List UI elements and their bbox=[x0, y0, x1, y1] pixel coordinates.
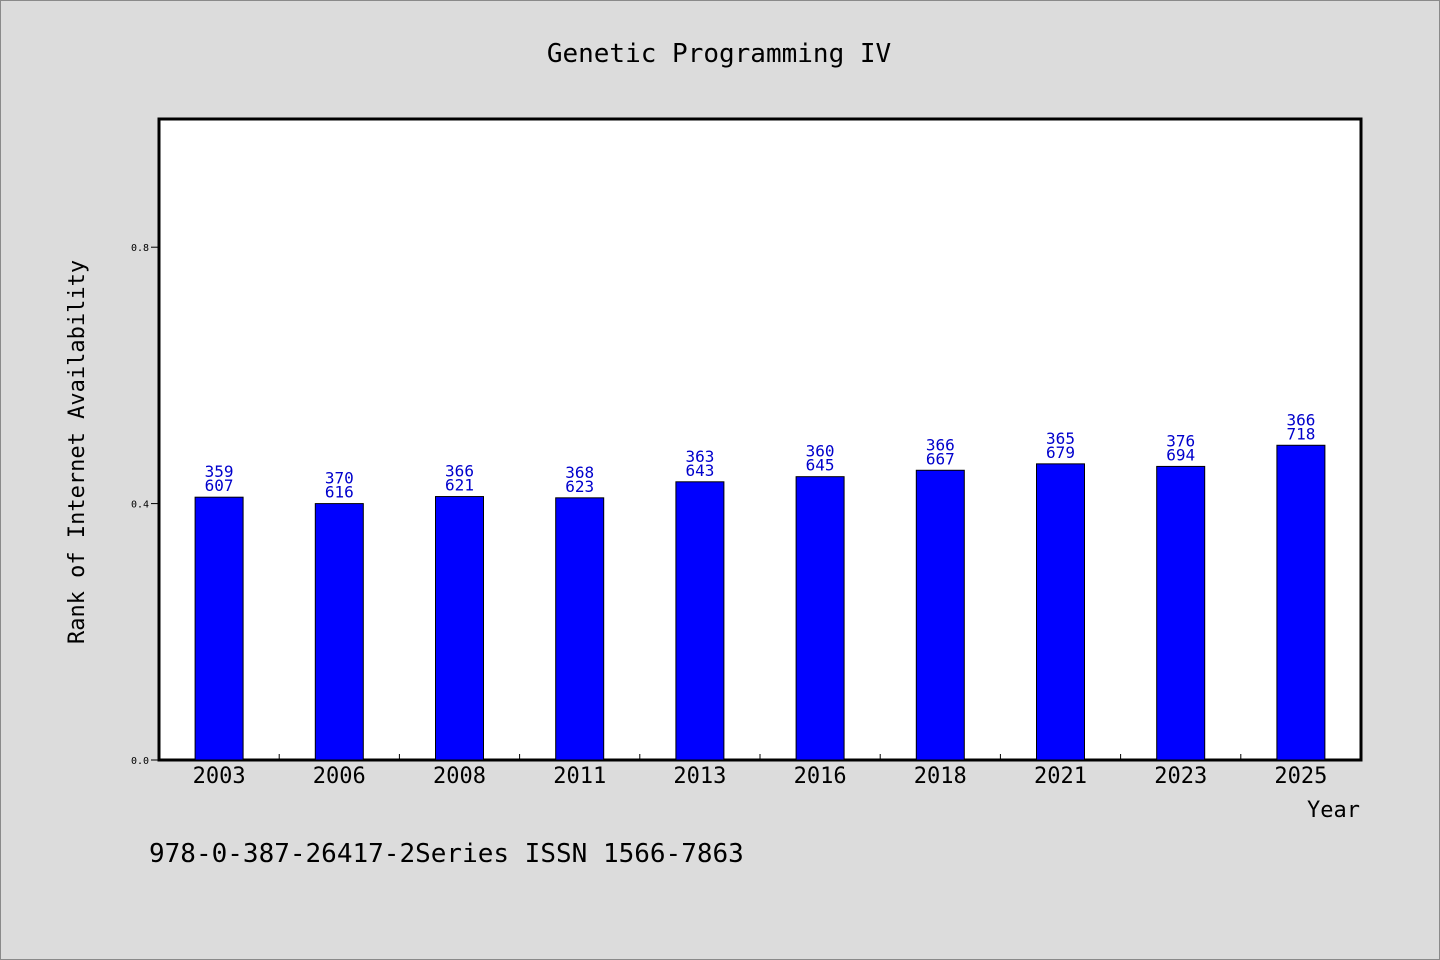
bar-2008 bbox=[435, 496, 484, 761]
data-label-top-2018: 366 bbox=[926, 435, 955, 454]
data-label-bottom-2006: 616 bbox=[325, 483, 354, 502]
x-tick-label-2018: 2018 bbox=[914, 764, 967, 789]
data-label-top-2021: 365 bbox=[1046, 429, 1075, 448]
y-tick-label-2: 0.8 bbox=[131, 243, 149, 254]
x-axis: 2003 2006 2008 2011 2013 2016 2018 2021 2023 2025 bbox=[193, 754, 1327, 789]
bar-2003 bbox=[194, 496, 244, 761]
y-tick-label-1: 0.4 bbox=[131, 500, 149, 511]
x-tick-label-2008: 2008 bbox=[433, 764, 486, 789]
data-label-bottom-2003: 607 bbox=[205, 476, 234, 495]
data-label-bottom-2011: 623 bbox=[565, 477, 594, 496]
data-label-top-2011: 368 bbox=[565, 463, 594, 482]
data-label-top-2003: 359 bbox=[205, 462, 234, 481]
bar-2013 bbox=[675, 481, 725, 761]
y-axis: 0.0 0.4 0.8 bbox=[131, 243, 159, 767]
x-tick-label-2013: 2013 bbox=[673, 764, 726, 789]
x-tick-label-2023: 2023 bbox=[1154, 764, 1207, 789]
bars-layer bbox=[194, 444, 1326, 761]
bar-2006 bbox=[314, 503, 364, 761]
data-label-top-2016: 360 bbox=[806, 442, 835, 461]
chart-title: Genetic Programming IV bbox=[547, 39, 891, 69]
x-tick-label-2025: 2025 bbox=[1274, 764, 1327, 789]
data-label-bottom-2021: 679 bbox=[1046, 443, 1075, 462]
y-axis-label: Rank of Internet Availability bbox=[65, 260, 90, 644]
x-tick-label-2006: 2006 bbox=[313, 764, 366, 789]
bar-2018 bbox=[915, 469, 965, 761]
data-label-bottom-2013: 643 bbox=[685, 461, 714, 480]
data-label-top-2023: 376 bbox=[1166, 431, 1195, 450]
x-tick-label-2011: 2011 bbox=[553, 764, 606, 789]
y-tick-label-0: 0.0 bbox=[131, 756, 149, 767]
footer-isbn-issn: 978-0-387-26417-2Series ISSN 1566-7863 bbox=[149, 839, 744, 869]
bar-2016 bbox=[795, 476, 845, 761]
x-tick-label-2021: 2021 bbox=[1034, 764, 1087, 789]
x-axis-label: Year bbox=[1307, 798, 1360, 823]
data-label-top-2025: 366 bbox=[1286, 410, 1315, 429]
data-label-bottom-2016: 645 bbox=[806, 456, 835, 475]
bar-2025 bbox=[1276, 444, 1326, 761]
bar-2023 bbox=[1156, 465, 1206, 761]
data-label-bottom-2008: 621 bbox=[445, 476, 474, 495]
x-tick-label-2003: 2003 bbox=[193, 764, 246, 789]
data-label-bottom-2025: 718 bbox=[1286, 424, 1315, 443]
bar-2021 bbox=[1036, 463, 1085, 761]
data-label-top-2006: 370 bbox=[325, 469, 354, 488]
data-label-top-2008: 366 bbox=[445, 462, 474, 481]
bar-2011 bbox=[555, 497, 605, 761]
data-label-bottom-2018: 667 bbox=[926, 449, 955, 468]
data-label-bottom-2023: 694 bbox=[1166, 445, 1195, 464]
data-label-top-2013: 363 bbox=[685, 447, 714, 466]
x-tick-label-2016: 2016 bbox=[794, 764, 847, 789]
